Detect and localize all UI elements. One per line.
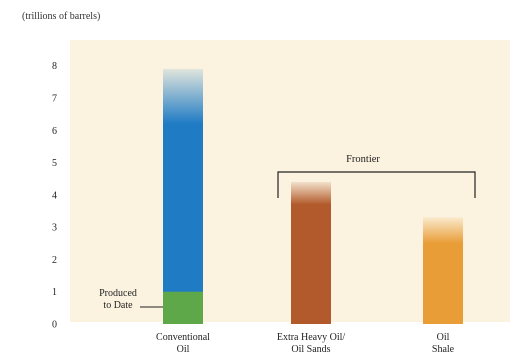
bar-oil-shale xyxy=(423,217,463,324)
bars xyxy=(163,68,463,324)
y-tick-label: 0 xyxy=(52,320,57,331)
bar-conventional-oil xyxy=(163,68,203,324)
y-tick-label: 7 xyxy=(52,93,57,104)
y-tick-label: 5 xyxy=(52,158,57,169)
bar-segment-produced-to-date xyxy=(163,291,203,324)
y-tick-label: 2 xyxy=(52,255,57,266)
y-tick-label: 4 xyxy=(52,190,57,201)
y-tick-label: 6 xyxy=(52,126,57,137)
y-tick-label: 1 xyxy=(52,287,57,298)
x-tick-label: Extra Heavy Oil/Oil Sands xyxy=(277,332,346,355)
produced-to-date-label: Produced to Date xyxy=(99,288,137,311)
frontier-label: Frontier xyxy=(346,154,380,165)
annotations: Produced to Date Frontier xyxy=(99,154,476,311)
y-tick-label: 8 xyxy=(52,61,57,72)
x-tick-label: Conventional Oil xyxy=(156,332,210,355)
y-axis: 0 1 2 3 4 5 6 7 8 xyxy=(52,61,57,330)
y-tick-label: 3 xyxy=(52,223,57,234)
x-axis-labels: Conventional Oil Extra Heavy Oil/Oil Sands… xyxy=(156,332,455,355)
unit-label: (trillions of barrels) xyxy=(22,11,101,22)
bar-oil-sands xyxy=(291,181,331,324)
frontier-bracket xyxy=(277,171,476,198)
x-tick-label: Oil Shale xyxy=(432,332,455,355)
